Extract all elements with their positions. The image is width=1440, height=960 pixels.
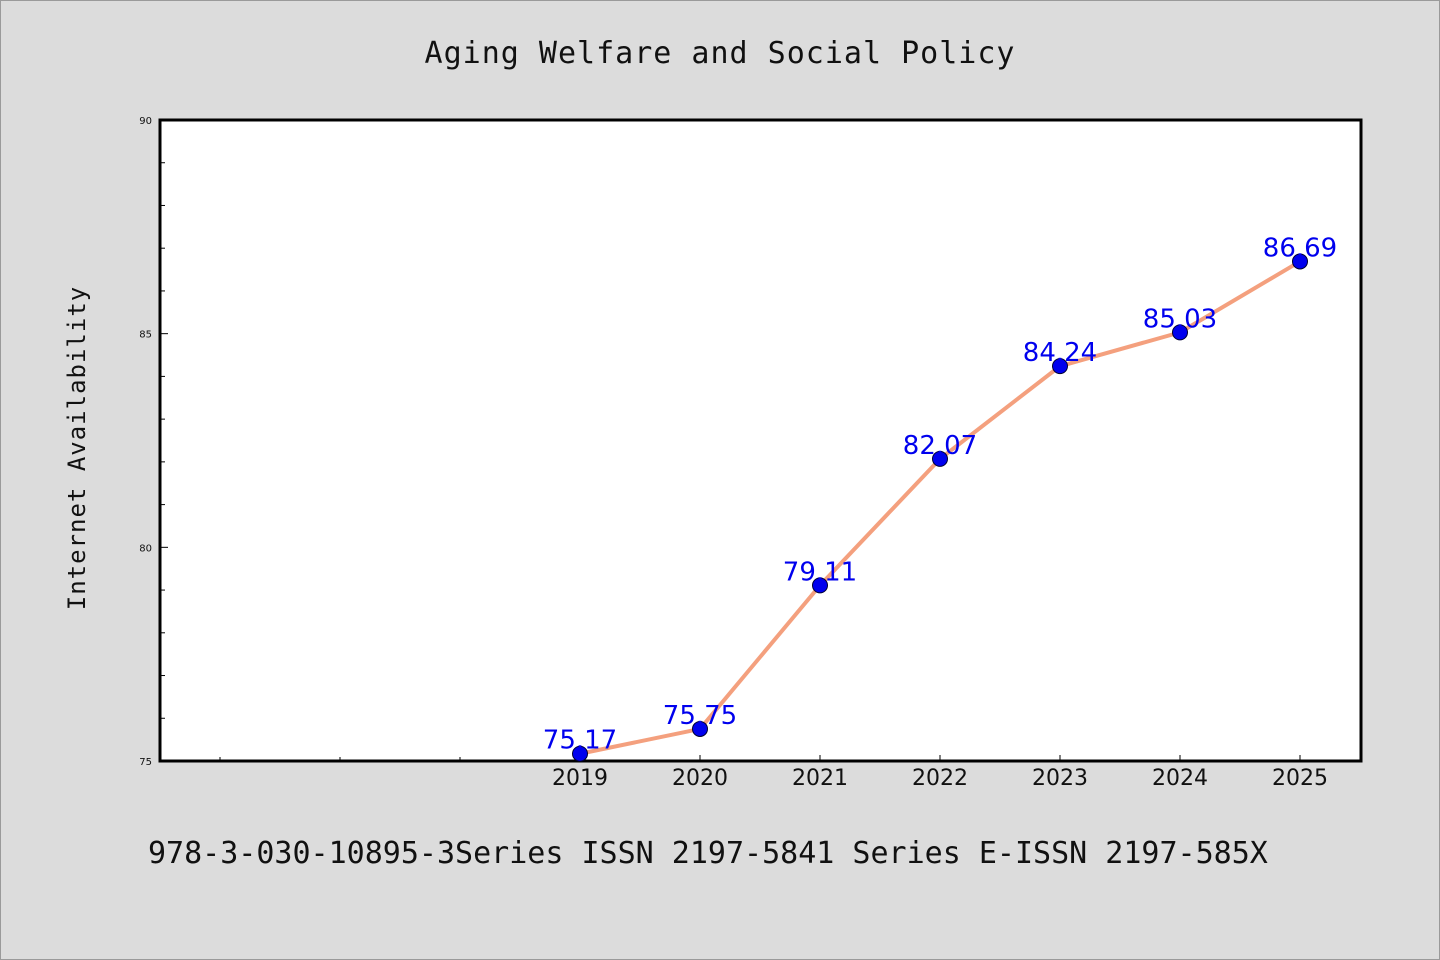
x-tick-label: 2019 bbox=[552, 766, 608, 791]
marker-layer bbox=[572, 253, 1308, 762]
data-point bbox=[692, 720, 708, 737]
chart-title: Aging Welfare and Social Policy bbox=[425, 36, 1016, 71]
y-tick-label: 80 bbox=[139, 543, 152, 554]
data-label: 79.11 bbox=[783, 557, 857, 587]
x-tick-label: 2024 bbox=[1152, 766, 1208, 791]
x-tick-label: 2025 bbox=[1272, 766, 1328, 791]
x-tick-label: 2022 bbox=[912, 766, 968, 791]
y-tick-label: 75 bbox=[139, 757, 152, 768]
data-point bbox=[1292, 253, 1308, 270]
x-axis: 2019 2020 2021 2022 2023 2024 2025 bbox=[219, 755, 1328, 791]
data-point bbox=[812, 577, 828, 594]
x-tick-label: 2023 bbox=[1032, 766, 1088, 791]
data-label: 82.07 bbox=[903, 431, 977, 461]
data-point bbox=[572, 745, 588, 762]
data-label: 85.03 bbox=[1143, 304, 1217, 334]
data-label: 84.24 bbox=[1023, 338, 1097, 368]
data-label: 75.17 bbox=[543, 726, 617, 756]
data-point bbox=[932, 450, 948, 467]
data-label: 75.75 bbox=[663, 701, 737, 731]
data-point bbox=[1052, 358, 1068, 375]
y-axis: 75 80 85 90 bbox=[139, 116, 168, 768]
y-tick-label: 90 bbox=[139, 116, 152, 127]
footer-isbn-text: 978-3-030-10895-3Series ISSN 2197-5841 S… bbox=[148, 836, 1268, 871]
data-label-layer: 75.17 75.75 79.11 82.07 84.24 85.03 86.69 bbox=[543, 233, 1337, 755]
x-tick-label: 2020 bbox=[672, 766, 728, 791]
y-axis-label: Internet Availability bbox=[63, 286, 91, 610]
x-tick-label: 2021 bbox=[792, 766, 848, 791]
plot-area bbox=[158, 118, 1363, 763]
data-point bbox=[1172, 324, 1188, 341]
y-tick-label: 85 bbox=[139, 330, 152, 341]
data-label: 86.69 bbox=[1263, 233, 1337, 263]
